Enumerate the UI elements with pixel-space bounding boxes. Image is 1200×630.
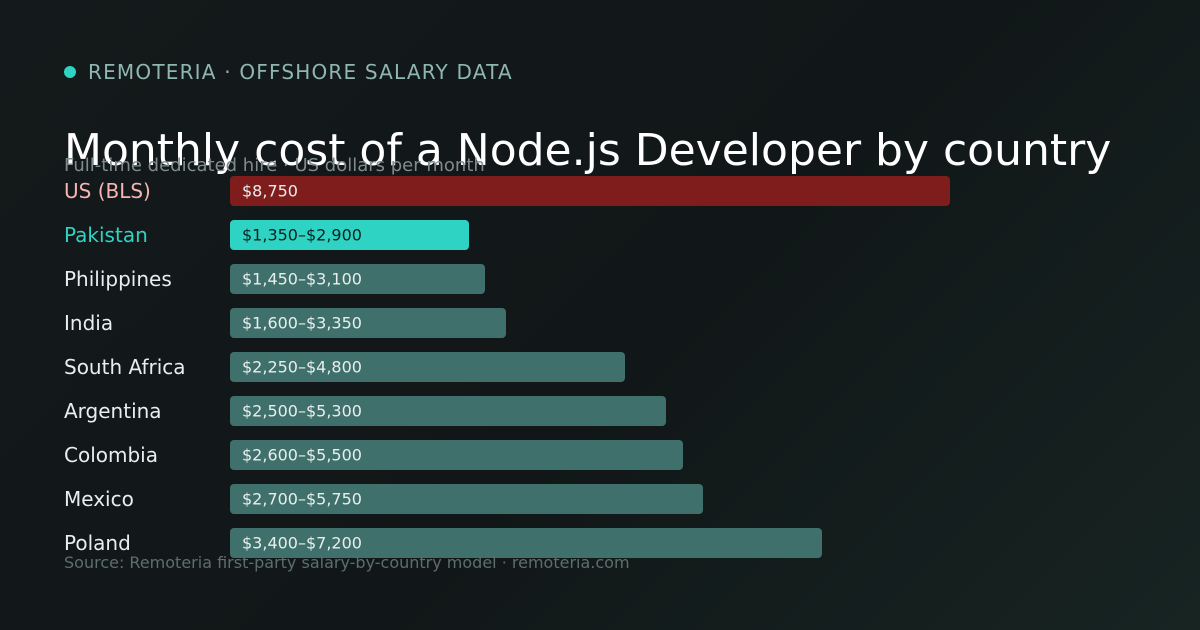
bar-row-mexico: Mexico $2,700–$5,750 xyxy=(64,484,703,514)
bar xyxy=(230,352,625,382)
bar xyxy=(230,396,666,426)
bar xyxy=(230,176,950,206)
category-label: Argentina xyxy=(64,399,162,423)
page-subtitle: Full-time dedicated hire · US dollars pe… xyxy=(64,155,485,176)
bar-value-label: $2,500–$5,300 xyxy=(242,402,362,421)
category-label: Philippines xyxy=(64,267,172,291)
category-label: Poland xyxy=(64,531,131,555)
bar-value-label: $2,700–$5,750 xyxy=(242,490,362,509)
bar-row-poland: Poland $3,400–$7,200 xyxy=(64,528,822,558)
source-note: Source: Remoteria first-party salary-by-… xyxy=(64,553,630,572)
bar-row-philippines: Philippines $1,450–$3,100 xyxy=(64,264,485,294)
category-label: India xyxy=(64,311,113,335)
bar xyxy=(230,264,485,294)
category-label: Pakistan xyxy=(64,223,148,247)
bar-value-label: $1,450–$3,100 xyxy=(242,270,362,289)
brand-label: REMOTERIA · OFFSHORE SALARY DATA xyxy=(88,60,513,84)
bar-value-label: $2,600–$5,500 xyxy=(242,446,362,465)
bar-value-label: $3,400–$7,200 xyxy=(242,534,362,553)
bar xyxy=(230,440,683,470)
bar xyxy=(230,484,703,514)
bar-row-colombia: Colombia $2,600–$5,500 xyxy=(64,440,683,470)
category-label: Colombia xyxy=(64,443,158,467)
bar-row-argentina: Argentina $2,500–$5,300 xyxy=(64,396,666,426)
bar-value-label: $8,750 xyxy=(242,182,298,201)
category-label: US (BLS) xyxy=(64,179,151,203)
brand: REMOTERIA · OFFSHORE SALARY DATA xyxy=(64,60,513,84)
bar-row-pakistan: Pakistan $1,350–$2,900 xyxy=(64,220,469,250)
bar xyxy=(230,308,506,338)
bar-value-label: $2,250–$4,800 xyxy=(242,358,362,377)
bar xyxy=(230,220,469,250)
bar-row-south-africa: South Africa $2,250–$4,800 xyxy=(64,352,625,382)
brand-dot-icon xyxy=(64,66,76,78)
bar-value-label: $1,350–$2,900 xyxy=(242,226,362,245)
category-label: Mexico xyxy=(64,487,134,511)
bar-row-us-bls: US (BLS) $8,750 xyxy=(64,176,950,206)
bar-row-india: India $1,600–$3,350 xyxy=(64,308,506,338)
page-title: Monthly cost of a Node.js Developer by c… xyxy=(64,125,1112,177)
bar-value-label: $1,600–$3,350 xyxy=(242,314,362,333)
bar xyxy=(230,528,822,558)
category-label: South Africa xyxy=(64,355,186,379)
